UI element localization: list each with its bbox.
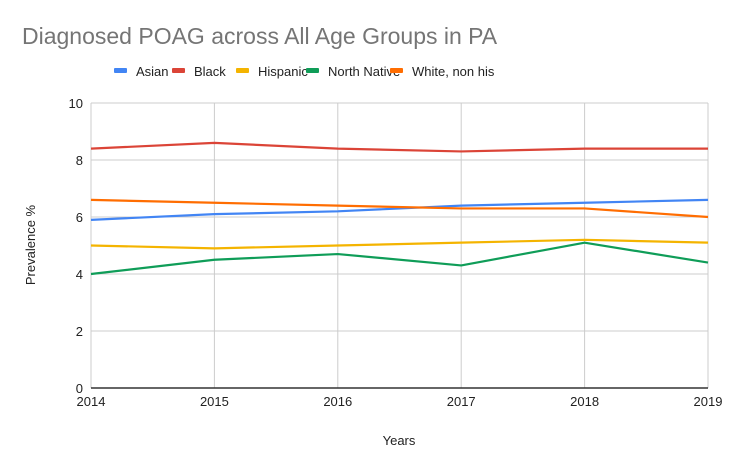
x-tick-label: 2014 — [77, 394, 106, 409]
legend-swatch — [172, 68, 185, 73]
x-tick-label: 2016 — [323, 394, 352, 409]
series-line-north-native — [90, 241, 709, 276]
gridlines — [90, 102, 709, 388]
y-tick-label: 6 — [76, 210, 83, 225]
legend-item[interactable]: Black — [172, 64, 226, 79]
series-line-black — [90, 141, 708, 153]
series-lines — [90, 141, 709, 276]
legend: Asian Black Hispanic North Native White, non… — [114, 64, 495, 79]
x-tick-label: 2015 — [200, 394, 229, 409]
legend-label: North Native — [328, 64, 400, 79]
legend-swatch — [236, 68, 249, 73]
x-tick-label: 2017 — [447, 394, 476, 409]
legend-swatch — [390, 68, 403, 73]
legend-label: Asian — [136, 64, 169, 79]
legend-item[interactable]: Hispanic — [236, 64, 308, 79]
x-axis-ticks: 2014 2015 2016 2017 2018 2019 — [77, 394, 723, 409]
legend-label: White, non his — [412, 64, 495, 79]
y-tick-label: 4 — [76, 267, 83, 282]
legend-item[interactable]: North Native — [306, 64, 400, 79]
legend-swatch — [114, 68, 127, 73]
legend-label: Hispanic — [258, 64, 308, 79]
x-tick-label: 2019 — [694, 394, 723, 409]
chart-title: Diagnosed POAG across All Age Groups in … — [22, 23, 498, 49]
legend-swatch — [306, 68, 319, 73]
x-axis-label: Years — [383, 433, 416, 448]
y-axis-label: Prevalence % — [23, 204, 38, 285]
y-tick-label: 0 — [76, 381, 83, 396]
y-tick-label: 8 — [76, 153, 83, 168]
y-axis-ticks: 0 2 4 6 8 10 — [69, 96, 83, 396]
legend-item[interactable]: White, non his — [390, 64, 495, 79]
y-tick-label: 10 — [69, 96, 83, 111]
series-line-asian — [90, 198, 709, 221]
legend-label: Black — [194, 64, 226, 79]
series-line-white-non-his — [90, 198, 709, 219]
legend-item[interactable]: Asian — [114, 64, 169, 79]
y-tick-label: 2 — [76, 324, 83, 339]
x-tick-label: 2018 — [570, 394, 599, 409]
series-line-hispanic — [90, 238, 709, 250]
